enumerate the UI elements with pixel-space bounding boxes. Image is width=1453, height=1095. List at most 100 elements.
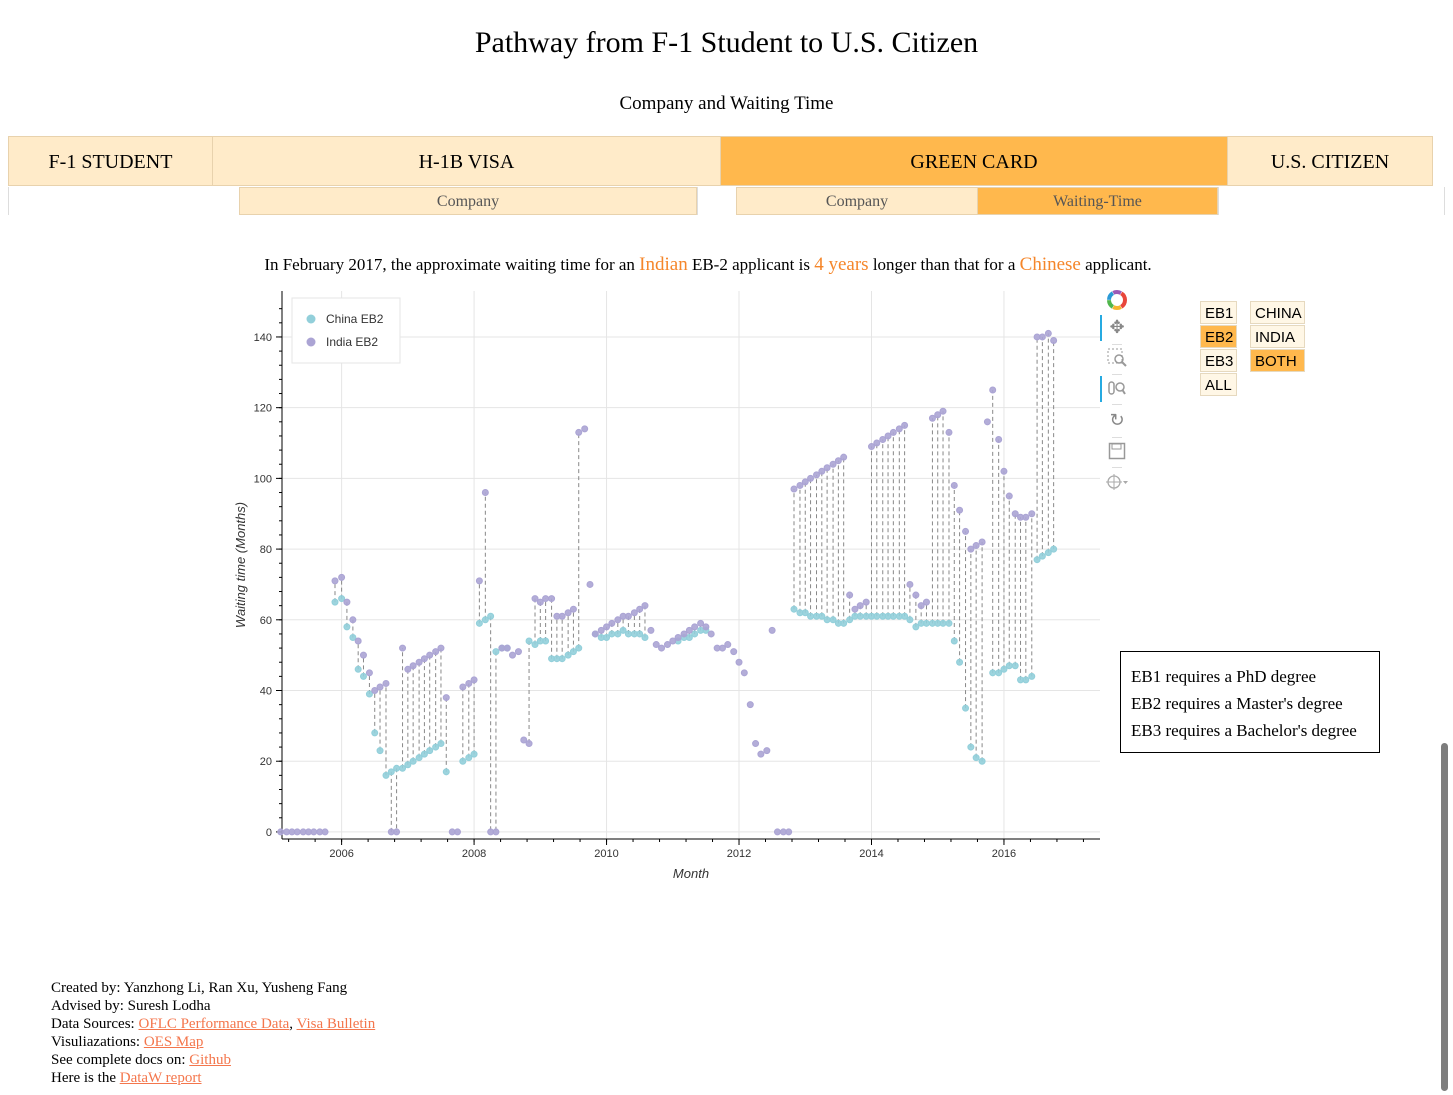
visa-bulletin-link[interactable]: Visa Bulletin xyxy=(296,1016,376,1032)
subtab-h1b-company[interactable]: Company xyxy=(239,187,697,215)
india-point xyxy=(856,602,864,610)
india-point xyxy=(912,591,920,599)
india-point xyxy=(846,591,854,599)
reset-icon[interactable]: ↻ xyxy=(1109,410,1125,431)
tab-f1-student[interactable]: F-1 STUDENT xyxy=(8,136,213,186)
bokeh-logo-icon[interactable] xyxy=(1104,287,1130,313)
wheel-zoom-icon[interactable] xyxy=(1104,376,1130,402)
india-point xyxy=(1050,336,1058,344)
india-point xyxy=(647,626,655,634)
india-point xyxy=(354,637,362,645)
box-zoom-icon[interactable] xyxy=(1104,345,1130,371)
india-point xyxy=(310,828,318,836)
india-button[interactable]: INDIA xyxy=(1250,325,1305,348)
all-button[interactable]: ALL xyxy=(1200,373,1237,396)
india-point xyxy=(889,428,897,436)
oflc-link[interactable]: OFLC Performance Data xyxy=(138,1016,290,1032)
china-point xyxy=(365,690,373,698)
advised-label: Advised by: xyxy=(51,998,128,1014)
china-point xyxy=(343,623,351,631)
india-point xyxy=(1022,513,1030,521)
india-point xyxy=(829,460,837,468)
china-point xyxy=(492,648,500,656)
subtab-gc-company[interactable]: Company xyxy=(736,187,978,215)
subnav-empty-citizen xyxy=(1218,187,1445,215)
legend-label: India EB2 xyxy=(326,335,378,349)
india-point xyxy=(962,527,970,535)
page-subtitle: Company and Waiting Time xyxy=(619,93,834,114)
india-point xyxy=(674,633,682,641)
hover-icon[interactable] xyxy=(1104,469,1130,495)
india-point xyxy=(917,602,925,610)
india-point xyxy=(597,626,605,634)
y-tick-label: 120 xyxy=(254,403,272,415)
india-point xyxy=(548,595,556,603)
china-point xyxy=(525,637,533,645)
india-point xyxy=(1011,510,1019,518)
eb3-button[interactable]: EB3 xyxy=(1200,349,1237,372)
india-point xyxy=(437,644,445,652)
china-point xyxy=(608,630,616,638)
tab-h1b-visa[interactable]: H-1B VISA xyxy=(212,136,721,186)
sentence-part: longer than that for a xyxy=(868,255,1020,274)
china-point xyxy=(685,633,693,641)
india-point xyxy=(1044,329,1052,337)
pan-icon[interactable]: ✥ xyxy=(1109,317,1125,338)
china-point xyxy=(465,754,473,762)
waiting-time-chart[interactable]: 0 20 40 60 80 100 120 140 2006 2008 2010 2012 2014 20… xyxy=(230,285,1105,885)
india-point xyxy=(840,453,848,461)
china-point xyxy=(331,598,339,606)
china-point xyxy=(382,771,390,779)
india-point xyxy=(697,619,705,627)
toolbar-divider xyxy=(1112,344,1122,345)
china-button[interactable]: CHINA xyxy=(1250,301,1305,324)
india-point xyxy=(730,648,738,656)
india-point xyxy=(569,605,577,613)
tab-green-card[interactable]: GREEN CARD xyxy=(720,136,1228,186)
china-point xyxy=(807,612,815,620)
india-point xyxy=(934,411,942,419)
sentence-years: 4 years xyxy=(814,254,869,275)
subtab-gc-waiting-time[interactable]: Waiting-Time xyxy=(977,187,1218,215)
y-axis-label: Waiting time (Months) xyxy=(233,502,248,628)
footer: Created by: Yanzhong Li, Ran Xu, Yusheng… xyxy=(51,979,375,1087)
github-link[interactable]: Github xyxy=(189,1052,231,1068)
india-point xyxy=(818,467,826,475)
dataw-report-link[interactable]: DataW report xyxy=(119,1070,202,1086)
india-point xyxy=(426,651,434,659)
china-point xyxy=(1050,545,1058,553)
active-indicator xyxy=(1100,315,1102,341)
y-tick-label: 0 xyxy=(266,827,272,839)
india-point xyxy=(768,626,776,634)
save-icon[interactable] xyxy=(1104,438,1130,464)
india-point xyxy=(895,425,903,433)
china-point xyxy=(409,757,417,765)
eb3-requirement: EB3 requires a Bachelor's degree xyxy=(1131,721,1357,740)
separator: , xyxy=(289,1016,297,1032)
page-scrollbar[interactable] xyxy=(1441,743,1448,1091)
india-point xyxy=(542,595,550,603)
tab-us-citizen[interactable]: U.S. CITIZEN xyxy=(1227,136,1433,186)
china-point xyxy=(790,605,798,613)
india-point xyxy=(867,443,875,451)
india-point xyxy=(277,828,285,836)
sources-line: Data Sources: OFLC Performance Data, Vis… xyxy=(51,1015,375,1033)
india-point xyxy=(641,602,649,610)
legend-frame xyxy=(291,297,401,364)
china-point xyxy=(956,658,964,666)
india-point xyxy=(680,630,688,638)
both-button[interactable]: BOTH xyxy=(1250,349,1305,372)
eb1-button[interactable]: EB1 xyxy=(1200,301,1237,324)
report-label: Here is the xyxy=(51,1070,120,1086)
china-point xyxy=(603,633,611,641)
china-point xyxy=(354,665,362,673)
china-point xyxy=(349,633,357,641)
china-point xyxy=(432,743,440,751)
india-point xyxy=(983,418,991,426)
eb2-button[interactable]: EB2 xyxy=(1200,325,1237,348)
india-point xyxy=(321,828,329,836)
china-point xyxy=(691,630,699,638)
oes-map-link[interactable]: OES Map xyxy=(143,1034,204,1050)
india-point xyxy=(575,428,583,436)
india-point xyxy=(879,435,887,443)
